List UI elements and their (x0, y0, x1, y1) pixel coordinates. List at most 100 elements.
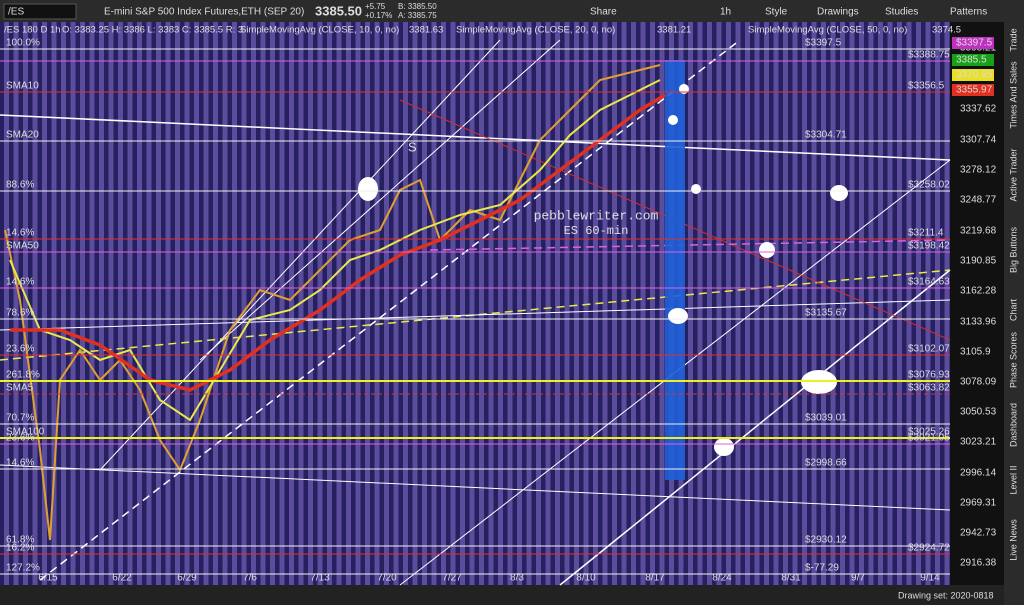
level-left-label: 16.2% (6, 543, 34, 554)
level-right-label: $3063.82 (908, 383, 950, 394)
price-box-label: 3370.95 (956, 70, 993, 81)
price-tick: 3248.77 (960, 195, 997, 206)
level-left-label: SMA5 (6, 383, 34, 394)
study-label: 3381.21 (657, 25, 691, 36)
date-tick: 7/27 (442, 573, 462, 584)
toolbar-button[interactable]: 1h (720, 7, 731, 18)
drawings (0, 39, 951, 586)
level-left-label: 127.2% (6, 563, 40, 574)
price-tick: 3307.74 (960, 135, 997, 146)
level-right-label: $2924.72 (908, 543, 950, 554)
bid: B: 3385.50 (398, 2, 437, 11)
date-tick: 8/3 (510, 573, 524, 584)
description: E-mini S&P 500 Index Futures,ETH (SEP 20… (104, 7, 304, 18)
level-right-label: $3025.26 (908, 427, 950, 438)
study-label: SimpleMovingAvg (CLOSE, 10, 0, no) (240, 25, 399, 36)
change-pct: +0.17% (365, 11, 392, 20)
level-right-label: $3021.05 (908, 433, 950, 444)
level-right-label: $3397.5 (805, 38, 842, 49)
date-tick: 6/15 (38, 573, 58, 584)
toolbar (0, 0, 1024, 22)
side-tab[interactable]: Times And Sales (1008, 61, 1018, 129)
date-tick: 7/13 (310, 573, 330, 584)
study-label: 3381.63 (409, 25, 443, 36)
level-right-label: $-77.29 (805, 563, 839, 574)
date-tick: 6/22 (112, 573, 132, 584)
study-label: /ES 180 D 1h (4, 25, 61, 36)
date-tick: 8/24 (712, 573, 732, 584)
study-label: SimpleMovingAvg (CLOSE, 50, 0, no) (748, 25, 907, 36)
date-tick: 7/20 (377, 573, 397, 584)
price-box (952, 37, 994, 49)
date-tick: 8/10 (576, 573, 596, 584)
footer-bar (0, 585, 1004, 605)
level-right-label: $2998.66 (805, 458, 847, 469)
level-right-label: $3304.71 (805, 130, 847, 141)
study-label: O: 3383.25 H: 3386 L: 3383 C: 3385.5 R: … (62, 25, 243, 36)
price-tick: 3105.9 (960, 347, 991, 358)
level-right-label: $3258.02 (908, 180, 950, 191)
price-box-label: 3355.97 (956, 85, 993, 96)
toolbar-button[interactable]: Style (765, 7, 788, 18)
price-tick: 2996.14 (960, 468, 997, 479)
date-tick: 7/6 (243, 573, 257, 584)
price-box (952, 84, 994, 96)
side-tab[interactable]: Dashboard (1008, 403, 1018, 447)
watermark: pebblewriter.com (534, 208, 659, 223)
level-left-label: 100.0% (6, 38, 40, 49)
level-left-label: 78.6% (6, 308, 34, 319)
date-tick: 6/29 (177, 573, 197, 584)
date-tick: 8/17 (645, 573, 665, 584)
symbol-box (3, 3, 77, 20)
level-left-label: 88.6% (6, 180, 34, 191)
level-left-label: SMA20 (6, 130, 39, 141)
side-tab[interactable]: Live News (1008, 519, 1018, 561)
level-left-label: 61.8% (6, 535, 34, 546)
level-right-label: $2930.12 (805, 535, 847, 546)
side-tab[interactable]: Level II (1008, 465, 1018, 494)
level-left-label: SMA100 (6, 427, 45, 438)
date-tick: 9/7 (851, 573, 865, 584)
price-tick: 2942.73 (960, 528, 997, 539)
level-left-label: 23.6% (6, 344, 34, 355)
level-right-label: $3102.07 (908, 344, 950, 355)
toolbar-button[interactable]: Share (590, 7, 617, 18)
price-tick: 3078.09 (960, 377, 997, 388)
side-tab[interactable]: Phase Scores (1008, 331, 1018, 388)
level-right-label: $3164.63 (908, 277, 950, 288)
toolbar-button[interactable]: Patterns (950, 7, 987, 18)
price-tick: 3337.62 (960, 104, 997, 115)
side-tab[interactable]: Active Trader (1008, 148, 1018, 201)
level-left-label: 261.8% (6, 370, 40, 381)
date-tick: 8/31 (781, 573, 801, 584)
side-tab[interactable]: Big Buttons (1008, 226, 1018, 273)
level-left-label: SMA10 (6, 81, 39, 92)
price-box-label: $3397.5 (956, 38, 993, 49)
chart-area (0, 22, 950, 585)
level-right-label: $3198.42 (908, 241, 950, 252)
side-tabs (1004, 22, 1024, 605)
level-right-label: $3135.67 (805, 308, 847, 319)
marker-s: S (408, 139, 417, 154)
price-tick: 2916.38 (960, 558, 997, 569)
toolbar-button[interactable]: Studies (885, 7, 918, 18)
level-left-label: 14.6% (6, 458, 34, 469)
level-right-label: $3039.01 (805, 413, 847, 424)
level-left-label: 14.6% (6, 228, 34, 239)
side-tab[interactable]: Trade (1008, 28, 1018, 51)
price-tick: 3219.68 (960, 226, 997, 237)
price-tick: 3190.85 (960, 256, 997, 267)
toolbar-button[interactable]: Drawings (817, 7, 859, 18)
level-left-label: 23.6% (6, 433, 34, 444)
date-tick: 9/14 (920, 573, 940, 584)
level-right-label: $3211.4 (908, 228, 944, 239)
ask: A: 3385.75 (398, 11, 437, 20)
price-axis (950, 22, 1004, 585)
watermark: ES 60-min (564, 224, 629, 238)
last-price: 3385.50 (315, 3, 362, 18)
level-left-label: 14.6% (6, 277, 34, 288)
price-box-label: 3385.5 (956, 55, 987, 66)
side-tab[interactable]: Chart (1008, 299, 1018, 322)
price-box (952, 69, 994, 81)
